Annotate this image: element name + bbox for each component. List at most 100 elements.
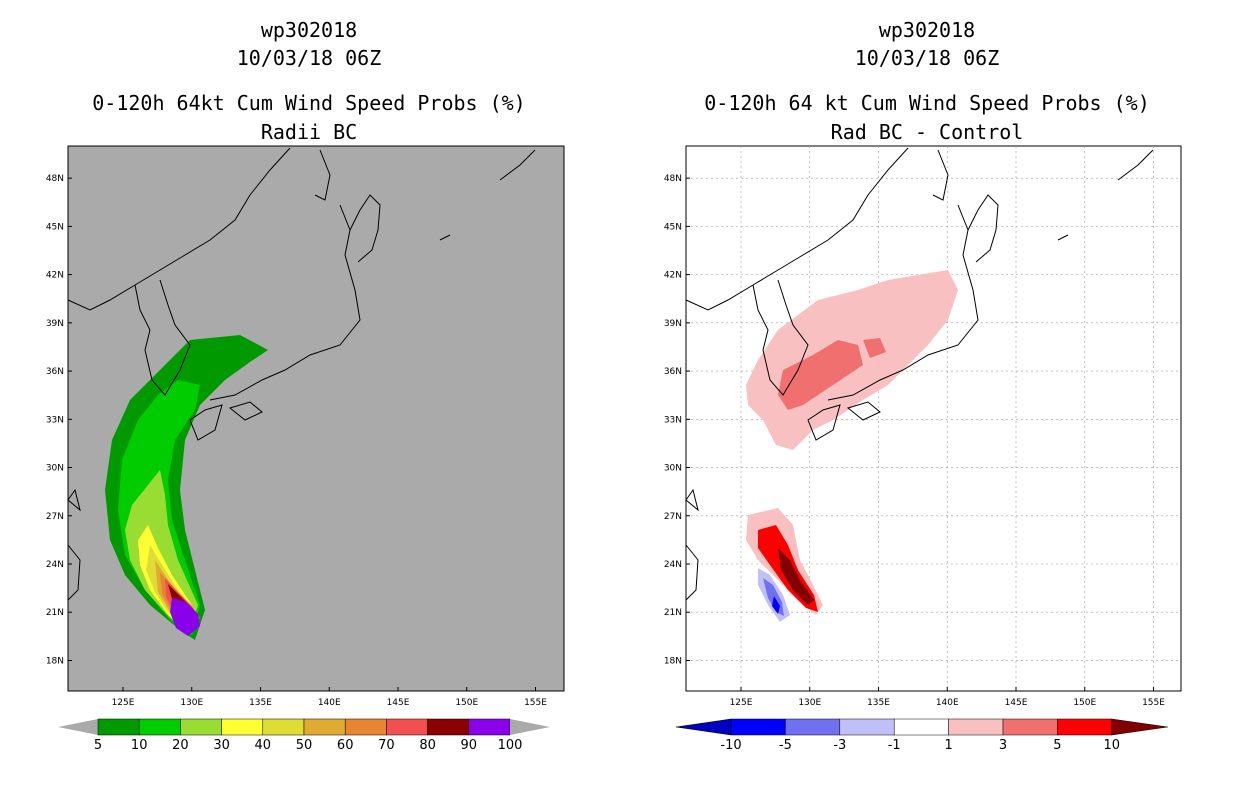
lat-tick-label: 30N <box>46 464 64 474</box>
colorbar-label: 60 <box>337 738 354 753</box>
colorbar-label: 10 <box>1104 738 1121 753</box>
diff-neg-5-10 <box>772 596 780 614</box>
map-title: 0-120h 64 kt Cum Wind Speed Probs (%) <box>704 91 1150 115</box>
colorbar-box <box>386 718 428 736</box>
storm-id: wp302018 <box>878 18 976 42</box>
lon-tick-label: 135E <box>249 698 272 708</box>
lat-tick-label: 21N <box>664 608 682 618</box>
colorbar-label: -5 <box>779 738 792 753</box>
lon-ticks: 125E 130E 135E 140E 145E 150E 155E <box>112 687 547 708</box>
datetime: 10/03/18 06Z <box>854 46 1000 70</box>
diff-3-5-japan <box>778 340 863 410</box>
lon-tick-label: 155E <box>524 698 547 708</box>
storm-id: wp302018 <box>260 18 358 42</box>
lat-tick-label: 36N <box>46 367 64 377</box>
colorbar-arrow-left <box>675 718 732 736</box>
lat-tick-label: 36N <box>664 367 682 377</box>
colorbar-label: 50 <box>296 738 313 753</box>
colorbar-box <box>221 718 264 736</box>
colorbar: -10 -5 -3 -1 1 3 5 10 <box>675 718 1168 753</box>
lat-tick-label: 33N <box>46 415 64 425</box>
map-subtitle: Rad BC - Control <box>830 120 1024 144</box>
diff-3-5-patch <box>863 338 886 358</box>
probability-swath <box>105 335 268 640</box>
lat-tick-label: 48N <box>46 174 64 184</box>
lon-tick-label: 140E <box>936 698 959 708</box>
colorbar-label: 90 <box>461 738 478 753</box>
lon-tick-label: 150E <box>455 698 478 708</box>
diff-gt10-south <box>778 548 814 605</box>
colorbar-label: 30 <box>213 738 230 753</box>
colorbar-label: 80 <box>419 738 436 753</box>
lon-tick-label: 135E <box>867 698 890 708</box>
colorbar-arrow-right <box>1111 718 1168 736</box>
colorbar-box <box>303 718 346 736</box>
colorbar-label: 70 <box>378 738 395 753</box>
colorbar-box <box>344 718 387 736</box>
colorbar-label: 5 <box>1053 738 1061 753</box>
colorbar-box <box>1002 718 1058 736</box>
difference-field <box>746 270 958 622</box>
lat-tick-label: 33N <box>664 415 682 425</box>
lat-tick-label: 18N <box>664 656 682 666</box>
left-panel: wp302018 10/03/18 06Z 0-120h 64kt Cum Wi… <box>46 18 565 753</box>
colorbar-label: 3 <box>999 738 1007 753</box>
colorbar-box <box>97 718 140 736</box>
colorbar-box <box>785 718 841 736</box>
map-subtitle: Radii BC <box>260 120 358 144</box>
datetime: 10/03/18 06Z <box>236 46 382 70</box>
colorbar-box <box>1057 718 1113 736</box>
colorbar-box <box>730 718 786 736</box>
coastlines <box>685 147 1154 601</box>
lat-tick-label: 39N <box>664 319 682 329</box>
gridlines <box>686 146 1181 691</box>
colorbar-box <box>948 718 1004 736</box>
lon-tick-label: 155E <box>1142 698 1165 708</box>
lat-tick-label: 27N <box>46 512 64 522</box>
lon-tick-label: 125E <box>730 698 753 708</box>
lon-tick-label: 125E <box>112 698 135 708</box>
lat-ticks: 48N 45N 42N 39N 36N 33N 30N 27N 24N 21N 18N <box>46 174 72 666</box>
colorbar-label: -3 <box>833 738 846 753</box>
lat-tick-label: 24N <box>46 560 64 570</box>
colorbar-box <box>893 718 949 736</box>
colorbar-label: -10 <box>720 738 741 753</box>
colorbar-label: 10 <box>131 738 148 753</box>
lat-tick-label: 39N <box>46 319 64 329</box>
lat-tick-label: 45N <box>46 222 64 232</box>
coastlines <box>67 147 536 601</box>
lon-tick-label: 130E <box>798 698 821 708</box>
colorbar-box <box>839 718 895 736</box>
colorbar-label: -1 <box>888 738 901 753</box>
lat-ticks: 48N 45N 42N 39N 36N 33N 30N 27N 24N 21N 18N <box>664 174 690 666</box>
lon-tick-label: 140E <box>318 698 341 708</box>
map-background <box>685 145 1182 692</box>
lat-tick-label: 48N <box>664 174 682 184</box>
colorbar-label: 20 <box>172 738 189 753</box>
colorbar-box <box>180 718 222 736</box>
band-90 <box>170 598 200 636</box>
lat-tick-label: 42N <box>46 271 64 281</box>
lon-tick-label: 130E <box>180 698 203 708</box>
colorbar-box <box>427 718 470 736</box>
colorbar-label: 40 <box>255 738 272 753</box>
lon-tick-label: 145E <box>1005 698 1028 708</box>
colorbar: 5 10 20 30 40 50 60 70 80 90 100 <box>58 718 550 753</box>
lat-tick-label: 42N <box>664 271 682 281</box>
colorbar-label: 5 <box>94 738 102 753</box>
colorbar-label: 1 <box>944 738 952 753</box>
lat-tick-label: 45N <box>664 222 682 232</box>
lat-tick-label: 18N <box>46 656 64 666</box>
lat-tick-label: 24N <box>664 560 682 570</box>
lon-tick-label: 150E <box>1073 698 1096 708</box>
lat-tick-label: 27N <box>664 512 682 522</box>
lat-tick-label: 21N <box>46 608 64 618</box>
colorbar-box <box>468 718 511 736</box>
colorbar-box <box>262 718 305 736</box>
map-title: 0-120h 64kt Cum Wind Speed Probs (%) <box>92 91 526 115</box>
lat-tick-label: 30N <box>664 464 682 474</box>
lon-tick-label: 145E <box>387 698 410 708</box>
left-map-svg: 48N 45N 42N 39N 36N 33N 30N 27N 24N 21N 18N 125E 13… <box>46 145 565 753</box>
colorbar-box <box>138 718 181 736</box>
